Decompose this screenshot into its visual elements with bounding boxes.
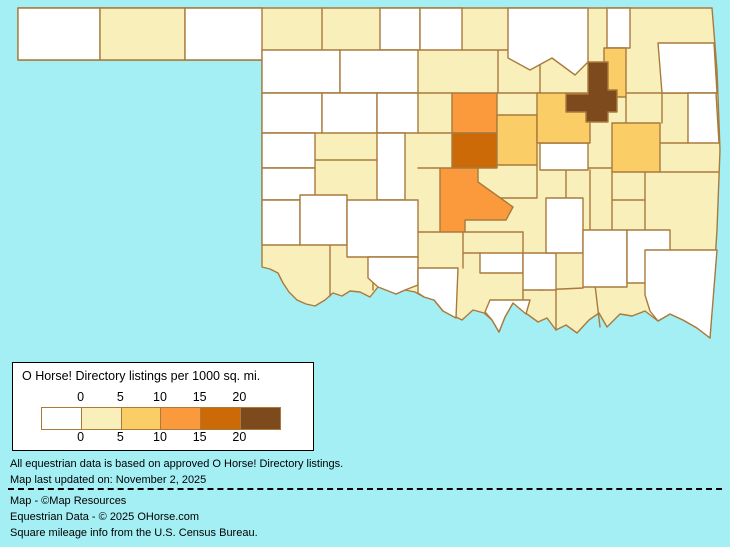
county-pottawatomie [539, 142, 589, 171]
legend-tick-label: 0 [77, 430, 85, 444]
county-adair [687, 92, 720, 144]
footer-updated-note: Map last updated on: November 2, 2025 [10, 474, 207, 486]
footer-census-credit: Square mileage info from the U.S. Census… [10, 527, 258, 539]
county-ellis [261, 92, 323, 134]
legend-tick-label: 20 [232, 390, 247, 404]
county-kingfisher [451, 92, 498, 134]
county-cimarron [17, 7, 101, 61]
county-major [339, 49, 419, 94]
county-johnston [522, 252, 557, 291]
county-delaware [657, 42, 718, 94]
county-grant [419, 7, 463, 51]
county-love [484, 299, 531, 333]
footer-map-credit: Map - ©Map Resources [10, 495, 127, 507]
county-nowata [606, 7, 631, 49]
legend-swatch-0 [42, 408, 81, 429]
county-atoka [582, 229, 628, 288]
legend-ticks-top: 0 5 10 15 20 [13, 390, 313, 404]
county-murray [479, 252, 524, 274]
legend-tick-label: 0 [77, 390, 85, 404]
county-texas [99, 7, 186, 61]
legend-tick-label: 15 [192, 430, 207, 444]
footer-equestrian-credit: Equestrian Data - © 2025 OHorse.com [10, 511, 200, 523]
legend-swatch-3 [160, 408, 201, 429]
county-grady [439, 167, 514, 233]
legend-tick-label: 15 [192, 390, 207, 404]
legend-swatch-4 [200, 408, 241, 429]
legend-swatch-5 [240, 408, 280, 429]
legend-swatch-1 [80, 408, 121, 429]
county-caddo-west [376, 132, 406, 201]
dashed-divider [8, 488, 722, 490]
county-blaine [376, 92, 419, 134]
county-tulsa [565, 61, 618, 123]
county-woodward [261, 49, 341, 94]
legend-tick-label: 5 [116, 430, 124, 444]
county-jefferson [417, 267, 459, 319]
county-muskogee [611, 122, 661, 173]
county-cotton [367, 256, 419, 295]
footer-data-note: All equestrian data is based on approved… [10, 458, 344, 470]
legend-box: O Horse! Directory listings per 1000 sq.… [12, 362, 314, 451]
county-dewey [321, 92, 378, 134]
county-comanche [346, 199, 419, 258]
county-mccurtain [644, 249, 718, 339]
legend-tick-label: 20 [232, 430, 247, 444]
county-canadian [451, 132, 498, 169]
legend-ticks-bottom: 0 5 10 15 20 [13, 430, 313, 444]
county-pontotoc [545, 197, 584, 254]
county-roger-mills [261, 132, 316, 169]
county-greer [261, 199, 301, 246]
county-osage [507, 7, 589, 76]
legend-tick-label: 5 [116, 390, 124, 404]
county-beaver [184, 7, 263, 61]
legend-colorbar [41, 407, 281, 430]
county-kiowa [299, 194, 348, 246]
legend-tick-label: 10 [153, 430, 167, 444]
legend-tick-label: 10 [153, 390, 167, 404]
county-alfalfa [379, 7, 421, 51]
legend-swatch-2 [120, 408, 161, 429]
county-oklahoma [496, 114, 538, 166]
county-border-lines [314, 7, 719, 331]
legend-title: O Horse! Directory listings per 1000 sq.… [22, 369, 261, 383]
